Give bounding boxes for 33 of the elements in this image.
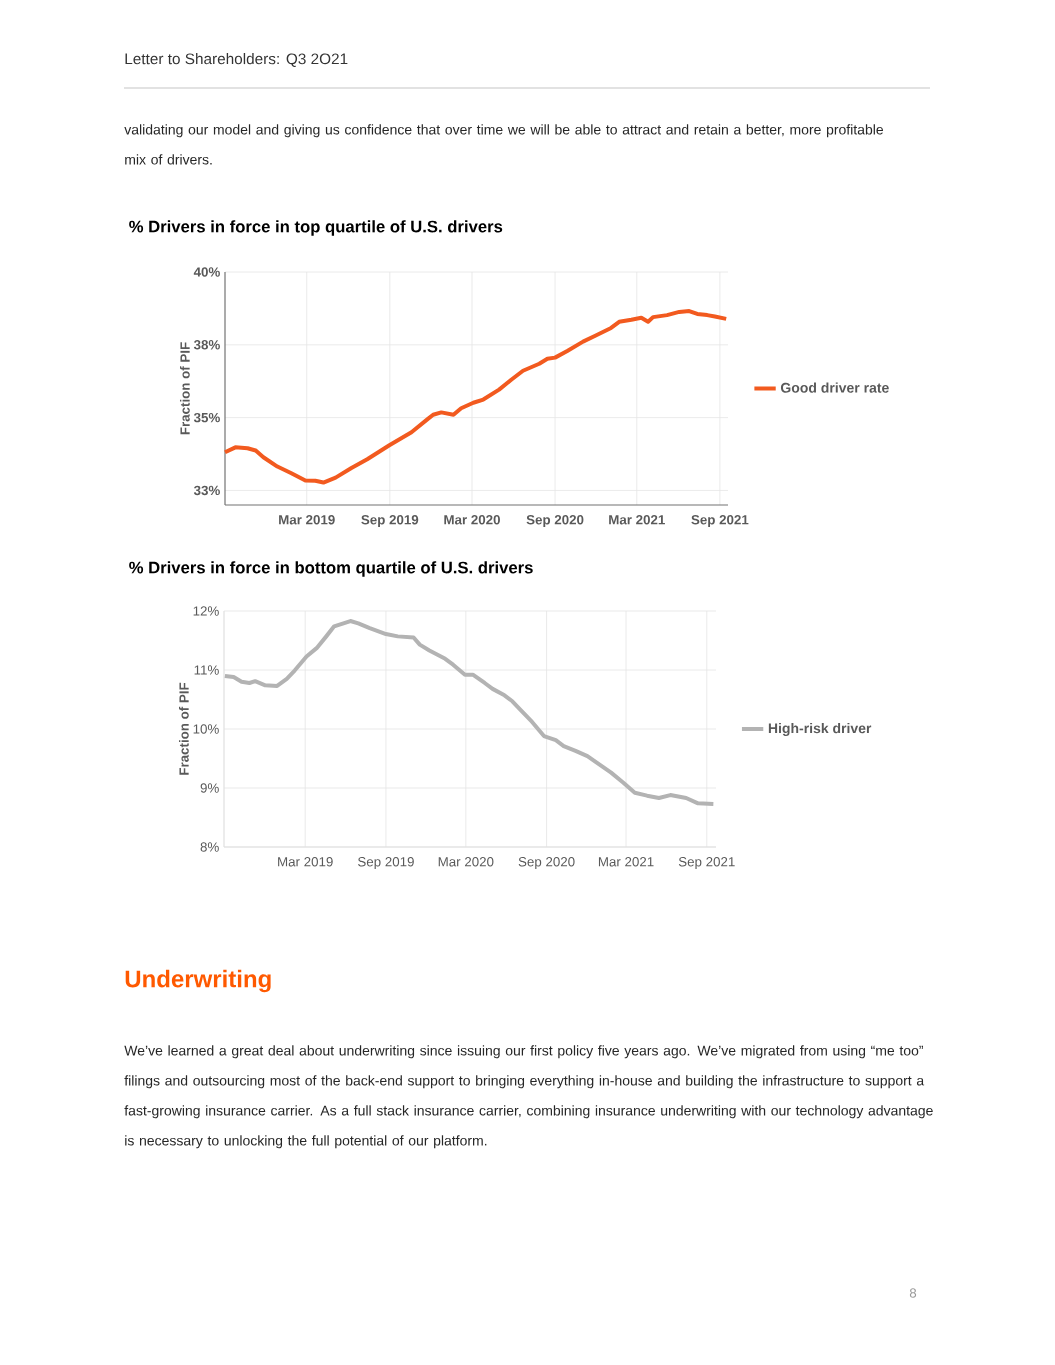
chart-title: % Drivers in force in bottom quartile of U.S. drivers <box>129 561 533 577</box>
x-tick-label: Mar 2020 <box>438 857 494 867</box>
text: validating our model and giving us confidence that over time we will be able to attract and retain a better, more profitable mix of drivers. <box>124 124 884 165</box>
x-tick-label: Mar 2021 <box>609 515 665 525</box>
y-tick-label: 33% <box>193 485 220 496</box>
legend-label: Good driver rate <box>780 382 889 393</box>
x-tick-label: Sep 2021 <box>678 857 735 870</box>
legend-label: High-risk driver <box>768 722 872 737</box>
y-tick-label: 8% <box>200 842 219 852</box>
y-tick-label: 11% <box>194 665 219 675</box>
y-tick-label: 10% <box>193 724 219 734</box>
y-tick-label: 35% <box>193 412 220 423</box>
text: 8 <box>909 1288 917 1298</box>
text: Letter to Shareholders: Q3 2O21 <box>125 53 348 68</box>
chart-title: % Drivers in force in top quartile of U.S. drivers <box>129 220 503 236</box>
x-tick-label: Sep 2019 <box>358 857 414 870</box>
x-tick-label: Sep 2020 <box>518 857 575 870</box>
text: Underwriting <box>125 969 271 993</box>
x-tick-label: Mar 2019 <box>279 515 335 525</box>
y-axis-title: Fraction of PIF <box>178 682 189 775</box>
x-tick-label: Sep 2019 <box>361 515 419 528</box>
x-tick-label: Mar 2021 <box>598 857 654 867</box>
line-series <box>223 309 729 485</box>
x-tick-label: Mar 2019 <box>278 857 333 867</box>
x-tick-label: Sep 2020 <box>526 515 584 528</box>
x-tick-label: Sep 2021 <box>691 515 749 528</box>
y-tick-label: 12% <box>193 606 219 616</box>
x-tick-label: Mar 2020 <box>444 515 500 525</box>
y-tick-label: 40% <box>193 267 220 277</box>
text: We’ve learned a great deal about underwriting since issuing our first policy five years ago. We’ve migrated from using “me too” filings and outsourcing most of the back-end support to bringing everything in-house and building the infrastructure to support a fast-growing insurance carrier. As a full stack insurance carrier, combining insurance underwriting with our technology advantage is necessary to unlocking the full potential of our platform. <box>124 1045 933 1149</box>
y-tick-label: 38% <box>193 340 220 350</box>
y-axis-title: Fraction of PIF <box>179 342 190 435</box>
y-tick-label: 9% <box>200 783 219 793</box>
